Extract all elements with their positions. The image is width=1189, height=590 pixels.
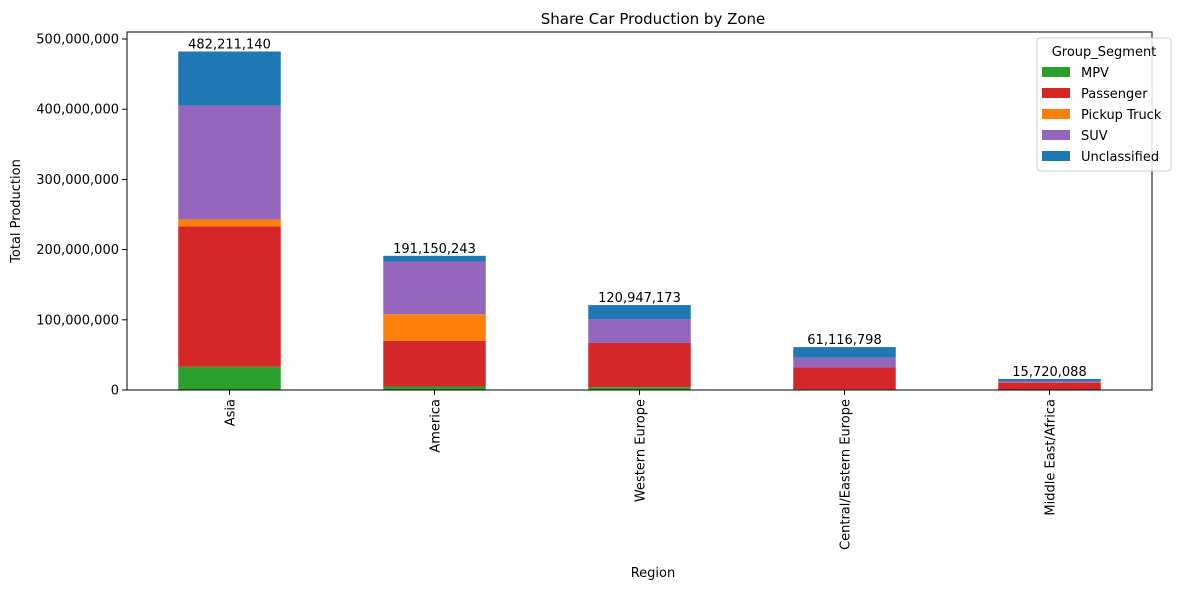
bar-america-passenger — [383, 340, 486, 387]
y-tick-label: 100,000,000 — [36, 313, 119, 328]
total-labels-group: 482,211,140 191,150,243 120,947,173 61,116,… — [188, 38, 1087, 380]
legend-label-unclassified: Unclassified — [1081, 150, 1159, 165]
x-tick-label-central-eastern-europe: Central/Eastern Europe — [839, 399, 854, 550]
bar-asia-unclassified — [178, 51, 281, 106]
legend-box — [1036, 37, 1172, 172]
x-axis-label: Region — [631, 566, 676, 581]
legend-title: Group_Segment — [1052, 45, 1157, 60]
bar-asia-passenger — [178, 226, 281, 367]
bar-middle-east-africa-passenger — [998, 382, 1101, 390]
x-tick-label-america: America — [429, 399, 444, 453]
bar-central-eastern-europe-unclassified — [793, 347, 896, 358]
x-ticks-group: Asia America Western Europe Central/Eastern… — [224, 390, 1059, 550]
legend-label-mpv: MPV — [1081, 66, 1109, 81]
x-tick-label-asia: Asia — [224, 399, 239, 426]
bar-america-mpv — [383, 386, 486, 390]
legend-swatch-pickup-truck — [1042, 109, 1070, 119]
legend: Group_Segment MPV Passenger Pickup Truck SU… — [1036, 37, 1172, 172]
bar-middle-east-africa-suv — [998, 381, 1101, 383]
y-ticks-group: 0 100,000,000 200,000,000 300,000,000 400,00… — [36, 33, 127, 399]
legend-swatch-passenger — [1042, 88, 1070, 98]
total-label-asia: 482,211,140 — [188, 38, 271, 53]
y-tick-label: 0 — [111, 384, 119, 399]
bar-central-eastern-europe-passenger — [793, 367, 896, 390]
bar-western-europe-suv — [588, 319, 691, 343]
bar-asia-mpv — [178, 366, 281, 390]
legend-label-pickup-truck: Pickup Truck — [1081, 108, 1162, 123]
plot-frame — [126, 31, 1153, 391]
bar-america-suv — [383, 261, 486, 315]
legend-swatch-unclassified — [1042, 151, 1070, 161]
y-tick-label: 400,000,000 — [36, 103, 119, 118]
bar-asia-pickup-truck — [178, 219, 281, 227]
x-tick-label-western-europe: Western Europe — [634, 399, 649, 502]
bar-central-eastern-europe-suv — [793, 357, 896, 368]
legend-swatch-mpv — [1042, 67, 1070, 77]
bar-western-europe-mpv — [588, 387, 691, 390]
bar-america-unclassified — [383, 255, 486, 262]
legend-swatch-suv — [1042, 130, 1070, 140]
total-label-central-eastern-europe: 61,116,798 — [807, 333, 881, 348]
total-label-middle-east-africa: 15,720,088 — [1012, 365, 1086, 380]
bar-america-pickup-truck — [383, 314, 486, 341]
x-tick-label-middle-east-africa: Middle East/Africa — [1044, 399, 1059, 516]
y-tick-label: 300,000,000 — [36, 173, 119, 188]
legend-label-suv: SUV — [1081, 129, 1108, 144]
bar-middle-east-africa-unclassified — [998, 378, 1101, 382]
bar-asia-suv — [178, 105, 281, 220]
y-axis-label: Total Production — [9, 159, 24, 264]
bar-western-europe-unclassified — [588, 305, 691, 320]
total-label-america: 191,150,243 — [393, 242, 476, 257]
y-tick-label: 200,000,000 — [36, 243, 119, 258]
bars-group — [178, 51, 1101, 390]
y-tick-label: 500,000,000 — [36, 33, 119, 48]
bar-western-europe-passenger — [588, 342, 691, 388]
total-label-western-europe: 120,947,173 — [598, 291, 681, 306]
legend-label-passenger: Passenger — [1081, 87, 1148, 102]
chart-title: Share Car Production by Zone — [541, 10, 766, 28]
